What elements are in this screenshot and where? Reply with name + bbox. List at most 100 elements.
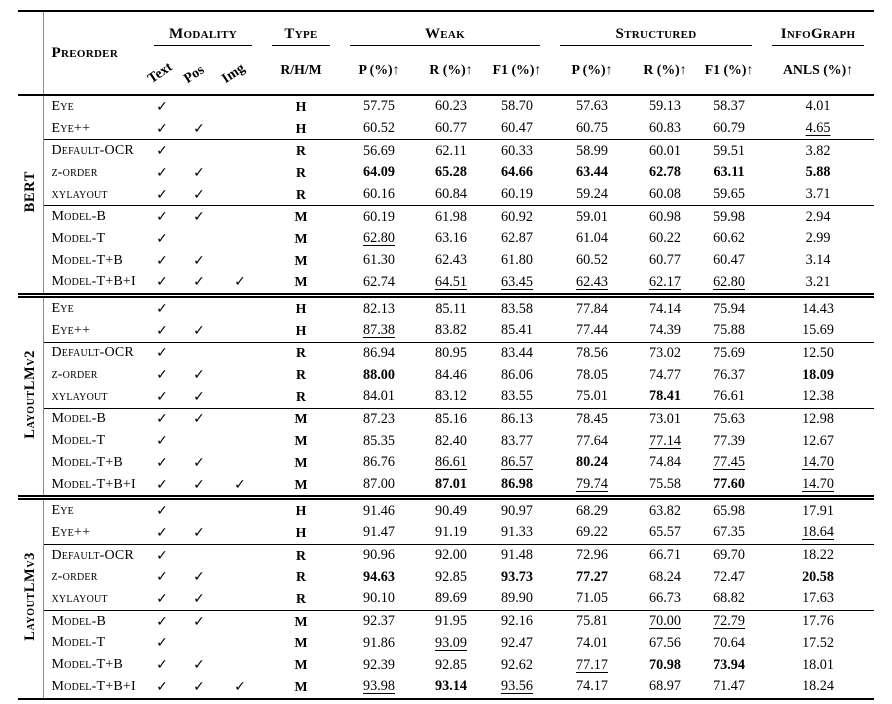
weak-f1-value: 61.80 [501, 252, 533, 269]
row-label: Model-T+B+I [51, 274, 136, 290]
anls-value: 4.01 [805, 98, 831, 115]
weak-f1-value: 86.13 [484, 407, 551, 431]
structured-f1-value: 77.39 [713, 432, 745, 449]
checkmark-icon: ✓ [156, 301, 168, 318]
weak-r-header: R (%)↑ [429, 62, 473, 77]
weak-r-value: 83.82 [435, 322, 467, 339]
type-cell: H [295, 301, 307, 317]
modality-text-cell: ✓ [144, 474, 180, 498]
structured-r-value: 66.73 [649, 590, 681, 607]
anls-value: 17.63 [802, 590, 834, 607]
checkmark-icon: ✓ [193, 524, 205, 541]
type-cell: M [294, 657, 308, 673]
structured-p-value: 68.29 [576, 502, 608, 519]
type-cell: M [294, 476, 308, 492]
weak-p-value: 87.00 [363, 476, 395, 493]
weak-r-value: 87.01 [435, 476, 467, 493]
row-label: Model-B [43, 407, 144, 431]
anls-value: 14.70 [802, 476, 834, 493]
structured-f1-value: 62.80 [713, 273, 745, 290]
modality-pos-cell [180, 228, 218, 250]
type-cell: R [296, 186, 306, 202]
weak-f1-value: 62.87 [501, 230, 533, 247]
weak-p-value: 88.00 [363, 366, 395, 383]
checkmark-icon: ✓ [193, 186, 205, 203]
section-layoutlmv3: LayoutLMv3 Eye ✓ H 91.46 90.49 90.97 68.29 63.82… [18, 497, 875, 699]
modality-pos-cell: ✓ [180, 272, 218, 296]
weak-f1-value: 60.33 [484, 139, 551, 163]
weak-f1-value: 83.77 [501, 432, 533, 449]
type-cell: M [294, 274, 308, 290]
type-cell: R [262, 139, 341, 163]
row-label: xylayout [51, 388, 108, 404]
structured-r-value: 63.82 [649, 502, 681, 519]
weak-f1-value: 60.92 [484, 205, 551, 229]
row-label: z-order [51, 367, 98, 383]
weak-f1-value: 64.66 [501, 164, 533, 181]
structured-p-value: 78.56 [550, 341, 635, 365]
modality-img-cell [218, 320, 262, 342]
weak-r-value: 83.12 [435, 388, 467, 405]
checkmark-icon: ✓ [156, 635, 168, 652]
structured-p-value: 61.04 [576, 230, 608, 247]
row-label: z-order [51, 569, 98, 585]
weak-r-value: 62.43 [435, 252, 467, 269]
row-label: Model-B [43, 609, 144, 633]
weak-p-value: 90.10 [363, 590, 395, 607]
table-row: LayoutLMv3 Eye ✓ H 91.46 90.49 90.97 68.29 63.82… [18, 497, 874, 699]
weak-f1-value: 85.41 [501, 322, 533, 339]
checkmark-icon: ✓ [156, 388, 168, 405]
weak-f1-value: 92.47 [501, 634, 533, 651]
modality-pos-cell: ✓ [180, 474, 218, 498]
modality-pos-cell: ✓ [180, 588, 218, 610]
structured-r-value: 70.98 [649, 656, 681, 673]
structured-r-value: 59.13 [649, 98, 681, 115]
checkmark-icon: ✓ [156, 657, 168, 674]
checkmark-icon: ✓ [193, 678, 205, 695]
table-row: Model-T+B+I ✓ ✓ ✓ M 87.00 87.01 86.98 79.74 75.58… [18, 474, 874, 498]
checkmark-icon: ✓ [156, 454, 168, 471]
structured-p-value: 59.01 [550, 205, 635, 229]
weak-f1-value: 86.06 [501, 366, 533, 383]
infograph-group-label: InfoGraph [772, 26, 865, 46]
checkmark-icon: ✓ [156, 230, 168, 247]
table-row: Model-T+B+I ✓ ✓ ✓ M 62.74 64.51 63.45 62.43 62.17… [18, 272, 874, 296]
structured-f1-value: 60.47 [713, 252, 745, 269]
structured-r-value: 74.14 [649, 300, 681, 317]
structured-f1-value: 76.37 [713, 366, 745, 383]
weak-r-value: 93.09 [435, 634, 467, 651]
type-cell: R [296, 590, 306, 606]
table-row: LayoutLMv2 Eye ✓ H 82.13 85.11 83.58 77.84 74.14… [18, 295, 874, 498]
table-row: Model-T ✓ M 85.35 82.40 83.77 77.64 77.14 77.39 1… [18, 430, 874, 452]
weak-r-value: 92.85 [435, 656, 467, 673]
table-row: Default-OCR ✓ R 86.94 80.95 83.44 78.56 73.02 75… [18, 341, 875, 365]
type-cell: R [262, 341, 341, 365]
weak-f1-value: 86.57 [501, 454, 533, 471]
structured-p-value: 77.17 [576, 656, 608, 673]
structured-f1-value: 65.98 [713, 502, 745, 519]
modality-img-cell [218, 430, 262, 452]
structured-p-value: 77.44 [576, 322, 608, 339]
anls-value: 18.01 [802, 656, 834, 673]
modality-text-cell: ✓ [144, 543, 180, 567]
weak-r-value: 82.40 [435, 432, 467, 449]
weak-p-value: 60.16 [363, 186, 395, 203]
row-label: Model-T+B [51, 252, 123, 268]
weak-p-header: P (%)↑ [358, 62, 400, 77]
modality-img-cell: ✓ [218, 474, 262, 498]
modality-pos-cell: ✓ [180, 320, 218, 342]
structured-group-label: Structured [560, 26, 753, 46]
modality-text-cell: ✓ [144, 676, 180, 699]
modality-pos-cell: ✓ [180, 162, 218, 184]
preorder-header: Preorder [51, 44, 119, 61]
modality-pos-cell [180, 95, 218, 118]
structured-f1-value: 63.11 [713, 164, 745, 181]
modality-img-cell [218, 543, 263, 567]
modality-img-cell [218, 250, 262, 272]
type-cell: R [296, 569, 306, 585]
weak-r-value: 90.49 [435, 502, 467, 519]
structured-p-value: 78.05 [576, 366, 608, 383]
modality-img-cell [218, 162, 262, 184]
row-label: xylayout [51, 590, 108, 606]
weak-p-value: 91.46 [363, 502, 395, 519]
